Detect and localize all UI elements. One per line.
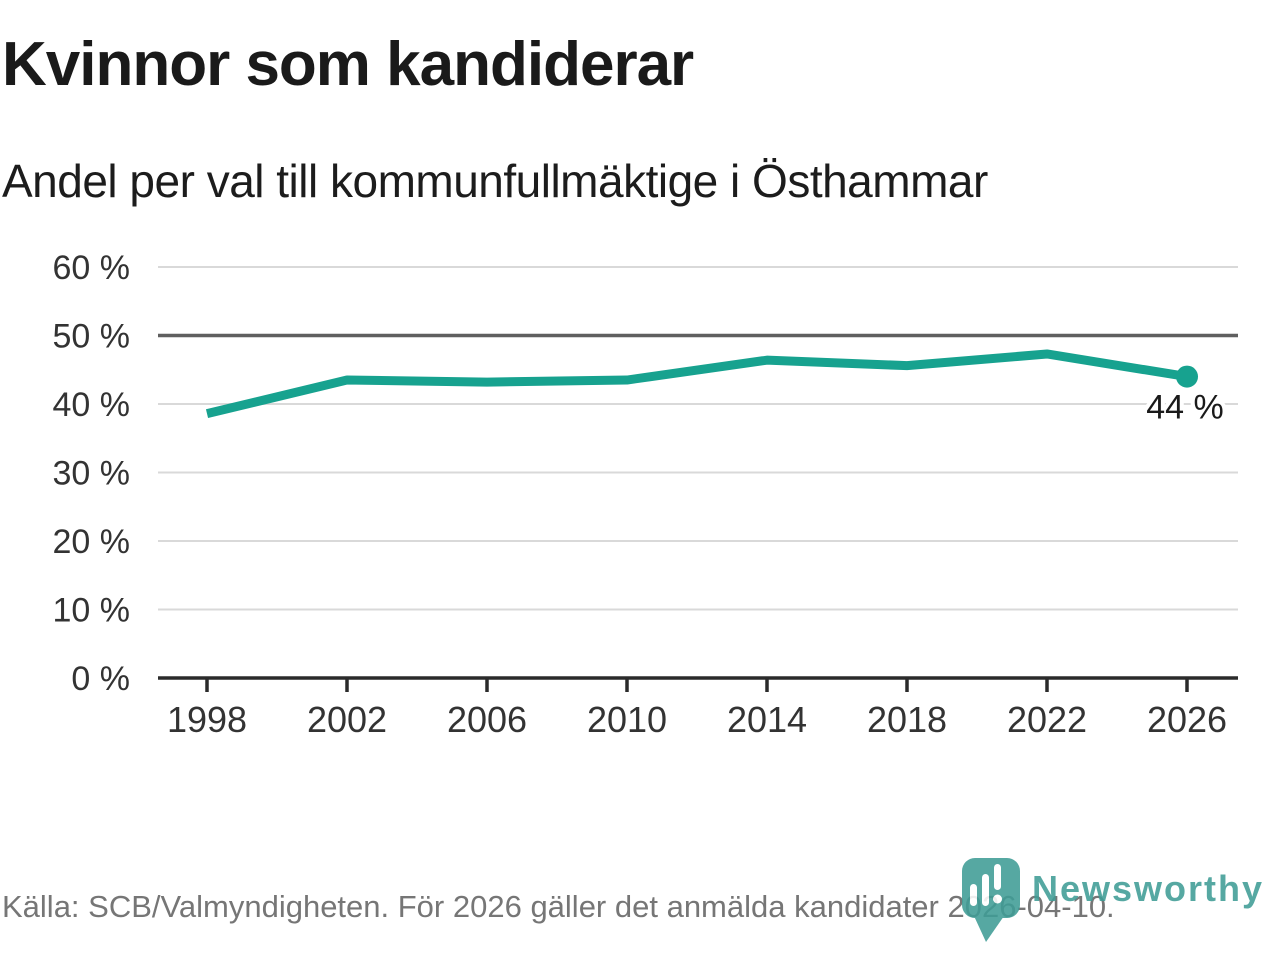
- source-note: Källa: SCB/Valmyndigheten. För 2026 gäll…: [2, 889, 1115, 924]
- x-axis-tick-label: 2014: [727, 699, 807, 740]
- x-axis-tick-label: 2022: [1007, 699, 1087, 740]
- chart-subtitle: Andel per val till kommunfullmäktige i Ö…: [2, 155, 988, 207]
- y-axis-tick-label: 40 %: [53, 386, 131, 424]
- x-axis-tick-label: 2026: [1147, 699, 1227, 740]
- x-axis-tick-label: 2002: [307, 699, 387, 740]
- x-axis-tick-label: 2010: [587, 699, 667, 740]
- y-axis-tick-label: 0 %: [71, 660, 130, 698]
- x-axis-tick-label: 2006: [447, 699, 527, 740]
- trend-line: [205, 349, 1188, 418]
- newsworthy-pin-icon: [962, 858, 1020, 942]
- end-point-label: 44 %: [1146, 389, 1224, 427]
- newsworthy-logo: Newsworthy: [962, 856, 1264, 946]
- end-point-dot: [1176, 365, 1198, 388]
- x-axis-tick-label: 2018: [867, 699, 947, 740]
- newsworthy-wordmark: Newsworthy: [1032, 868, 1265, 909]
- x-axis-tick-label: 1998: [167, 699, 247, 740]
- y-axis-tick-label: 10 %: [53, 592, 131, 630]
- chart-title: Kvinnor som kandiderar: [2, 30, 694, 99]
- y-axis-tick-label: 20 %: [53, 523, 131, 561]
- y-axis-tick-label: 30 %: [53, 455, 131, 493]
- y-axis-tick-label: 60 %: [53, 249, 131, 287]
- y-axis-tick-label: 50 %: [53, 318, 131, 356]
